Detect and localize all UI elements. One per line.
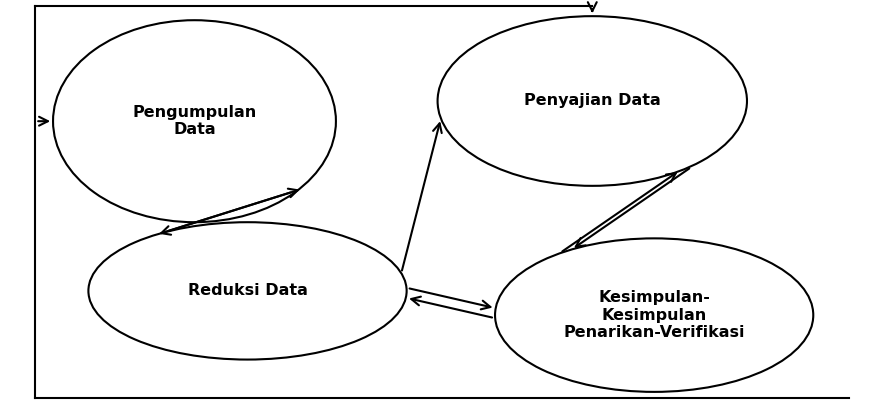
Text: Pengumpulan
Data: Pengumpulan Data <box>133 105 256 137</box>
Ellipse shape <box>88 222 407 360</box>
Text: Penyajian Data: Penyajian Data <box>524 93 660 109</box>
Text: Kesimpulan-
Kesimpulan
Penarikan-Verifikasi: Kesimpulan- Kesimpulan Penarikan-Verifik… <box>563 290 745 340</box>
Ellipse shape <box>53 20 336 222</box>
Ellipse shape <box>438 16 747 186</box>
Text: Reduksi Data: Reduksi Data <box>187 283 308 299</box>
Ellipse shape <box>495 238 813 392</box>
